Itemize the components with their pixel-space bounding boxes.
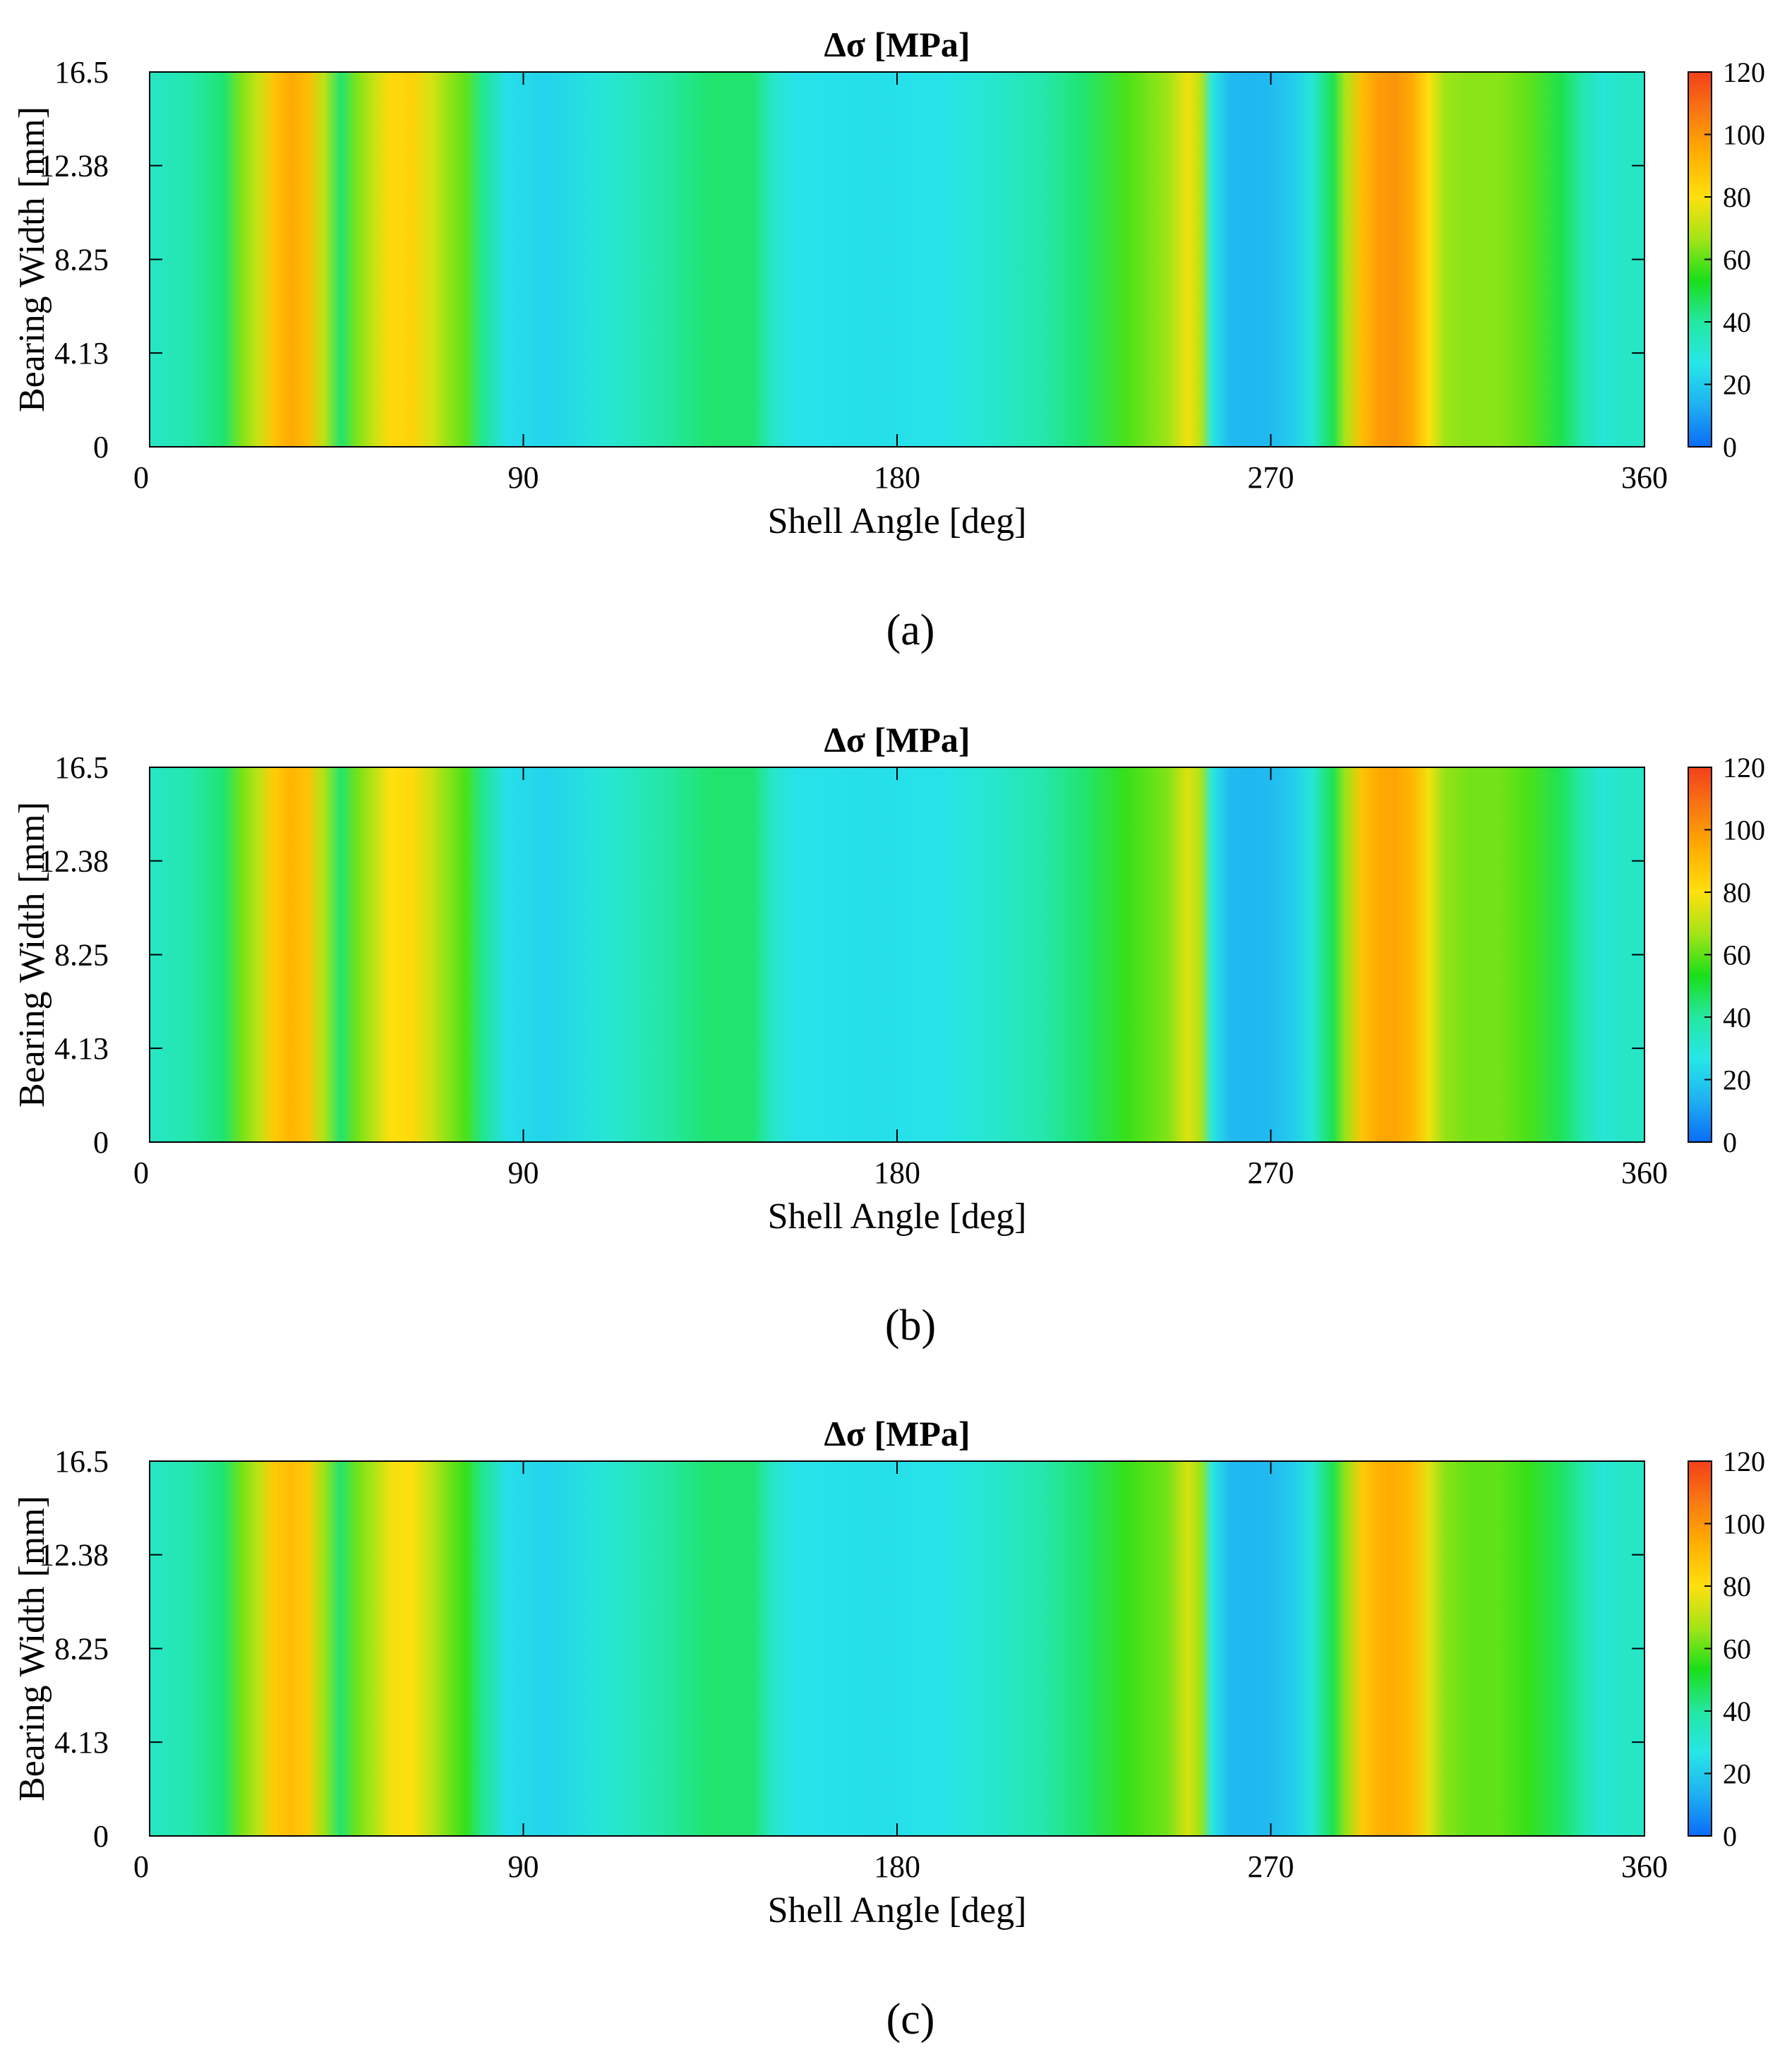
x-tick-label: 90: [508, 1849, 539, 1884]
heatmap-field: [150, 1461, 1644, 1836]
panel-label: (b): [885, 1302, 936, 1350]
x-tick-label: 90: [508, 1155, 539, 1190]
panel-label: (c): [886, 1995, 935, 2043]
plot-title: Δσ [MPa]: [824, 1414, 970, 1453]
y-tick-label: 12.38: [39, 149, 109, 184]
x-tick-label: 270: [1248, 1849, 1294, 1884]
colorbar-tick-label: 60: [1723, 244, 1751, 276]
colorbar-tick-label: 20: [1723, 1758, 1751, 1790]
colorbar-tick-label: 20: [1723, 1064, 1751, 1096]
y-tick-label: 0: [93, 1819, 109, 1854]
y-tick-label: 12.38: [39, 1538, 109, 1573]
y-axis-label: Bearing Width [mm]: [12, 1496, 52, 1801]
y-tick-label: 4.13: [54, 1725, 109, 1760]
x-tick-label: 270: [1248, 1155, 1294, 1190]
y-tick-label: 4.13: [54, 336, 109, 371]
x-tick-label: 270: [1248, 460, 1294, 495]
heatmap-field: [150, 767, 1644, 1142]
colorbar-tick-label: 120: [1723, 1446, 1765, 1477]
colorbar-tick-label: 120: [1723, 56, 1765, 88]
colorbar-tick-label: 40: [1723, 306, 1751, 338]
y-tick-label: 0: [93, 430, 109, 464]
colorbar-tick-label: 40: [1723, 1695, 1751, 1727]
x-tick-label: 360: [1621, 1849, 1668, 1884]
plot-title: Δσ [MPa]: [824, 720, 970, 760]
x-tick-label: 360: [1621, 460, 1668, 495]
colorbar-tick-label: 80: [1723, 1571, 1751, 1602]
colorbar: 0 20 40 60 80 100 120: [1688, 1446, 1765, 1852]
colorbar-tick-label: 100: [1723, 1508, 1765, 1540]
y-tick-label: 8.25: [54, 243, 109, 277]
y-tick-label: 16.5: [54, 55, 109, 90]
colorbar-tick-label: 100: [1723, 119, 1765, 151]
colorbar-tick-label: 60: [1723, 1633, 1751, 1665]
y-tick-label: 8.25: [54, 938, 109, 973]
colorbar-tick-label: 0: [1723, 1127, 1737, 1158]
heatmap-field: [150, 72, 1644, 447]
panel-1: Δσ [MPa] 0 90 180 270 360 0 4.13 8.25 12.38 16.5 Sh…: [12, 25, 1765, 654]
x-tick-label: 180: [874, 1849, 920, 1884]
y-tick-label: 8.25: [54, 1632, 109, 1667]
colorbar: 0 20 40 60 80 100 120: [1688, 752, 1765, 1158]
colorbar-tick-label: 0: [1723, 431, 1737, 463]
x-axis-label: Shell Angle [deg]: [768, 1890, 1027, 1931]
colorbar-tick-label: 80: [1723, 181, 1751, 213]
colorbar-tick-label: 60: [1723, 940, 1751, 971]
colorbar-tick-label: 100: [1723, 815, 1765, 846]
x-tick-label: 0: [133, 1155, 149, 1190]
x-tick-label: 180: [874, 460, 920, 495]
y-tick-label: 16.5: [54, 1444, 109, 1479]
panel-label: (a): [886, 606, 935, 654]
x-tick-label: 0: [133, 1849, 149, 1884]
y-axis-label: Bearing Width [mm]: [12, 802, 52, 1107]
x-axis-label: Shell Angle [deg]: [768, 1196, 1027, 1237]
colorbar-tick-label: 120: [1723, 752, 1765, 784]
x-tick-label: 360: [1621, 1155, 1668, 1190]
colorbar-tick-label: 80: [1723, 877, 1751, 908]
plot-title: Δσ [MPa]: [824, 25, 970, 64]
y-tick-label: 4.13: [54, 1031, 109, 1066]
colorbar: 0 20 40 60 80 100 120: [1688, 56, 1765, 463]
y-tick-label: 12.38: [39, 844, 109, 879]
x-tick-label: 180: [874, 1155, 920, 1190]
x-tick-label: 0: [133, 460, 149, 495]
panel-3: Δσ [MPa] 0 90 180 270 360 0 4.13 8.25 12.38 16.5 Sh…: [12, 1414, 1765, 2043]
y-axis-label: Bearing Width [mm]: [12, 107, 52, 412]
y-tick-label: 0: [93, 1125, 109, 1160]
colorbar-tick-label: 20: [1723, 369, 1751, 401]
y-tick-label: 16.5: [54, 750, 109, 785]
x-axis-label: Shell Angle [deg]: [768, 501, 1027, 541]
colorbar-tick-label: 0: [1723, 1820, 1737, 1852]
colorbar-tick-label: 40: [1723, 1002, 1751, 1033]
panel-2: Δσ [MPa] 0 90 180 270 360 0 4.13 8.25 12.38 16.5 Sh…: [12, 720, 1765, 1350]
x-tick-label: 90: [508, 460, 539, 495]
